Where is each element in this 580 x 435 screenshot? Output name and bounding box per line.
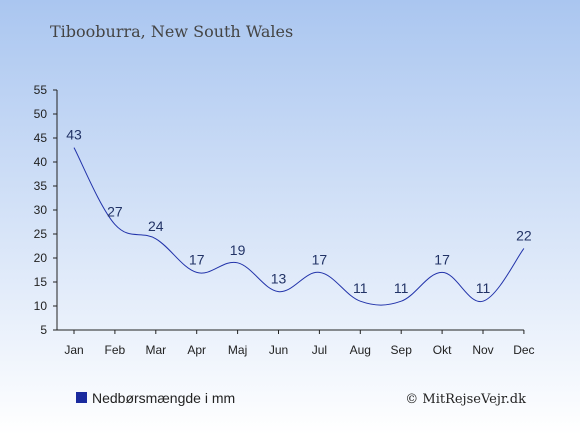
- data-label: 11: [394, 280, 409, 296]
- copyright-text: © MitRejseVejr.dk: [405, 392, 526, 407]
- y-tick-label: 15: [34, 275, 48, 289]
- x-tick-label: Aug: [350, 343, 371, 357]
- data-label: 43: [66, 127, 82, 143]
- legend-label: Nedbørsmængde i mm: [92, 390, 235, 406]
- y-tick-label: 10: [34, 299, 48, 313]
- data-label: 11: [476, 280, 491, 296]
- x-tick-label: Maj: [228, 343, 247, 357]
- y-tick-label: 35: [34, 179, 48, 193]
- y-tick-label: 30: [34, 203, 48, 217]
- y-tick-label: 5: [40, 323, 47, 337]
- chart-title: Tibooburra, New South Wales: [50, 22, 293, 41]
- series-line: [73, 147, 525, 306]
- x-tick-label: Jul: [312, 343, 327, 357]
- legend-swatch: [76, 392, 87, 403]
- data-label: 27: [107, 203, 123, 219]
- plot-area: 43 27 24 17 19 13 17 11 11 17 11 22: [66, 127, 532, 306]
- data-label: 19: [230, 242, 246, 258]
- axes: 5 10 15 20 25 30 35 40 45 50 55 Jan Feb Mar Apr Maj Jun J…: [34, 83, 535, 357]
- x-tick-label: Okt: [433, 343, 452, 357]
- legend: Nedbørsmængde i mm: [76, 390, 235, 406]
- data-label: 13: [271, 271, 287, 287]
- data-label: 24: [148, 218, 164, 234]
- x-tick-label: Apr: [187, 343, 206, 357]
- data-label: 11: [353, 280, 368, 296]
- data-label: 17: [312, 251, 328, 267]
- x-tick-label: Sep: [391, 343, 413, 357]
- y-tick-label: 25: [34, 227, 48, 241]
- x-tick-label: Feb: [105, 343, 126, 357]
- y-tick-label: 50: [34, 107, 48, 121]
- x-tick-label: Dec: [513, 343, 534, 357]
- y-tick-label: 55: [34, 83, 48, 97]
- y-tick-label: 40: [34, 155, 48, 169]
- x-tick-label: Nov: [472, 343, 493, 357]
- data-label: 22: [516, 227, 532, 243]
- x-tick-label: Jun: [269, 343, 288, 357]
- y-tick-label: 20: [34, 251, 48, 265]
- data-label: 17: [189, 251, 205, 267]
- x-tick-label: Mar: [145, 343, 166, 357]
- x-tick-label: Jan: [64, 343, 83, 357]
- y-tick-label: 45: [34, 131, 48, 145]
- data-label: 17: [434, 251, 450, 267]
